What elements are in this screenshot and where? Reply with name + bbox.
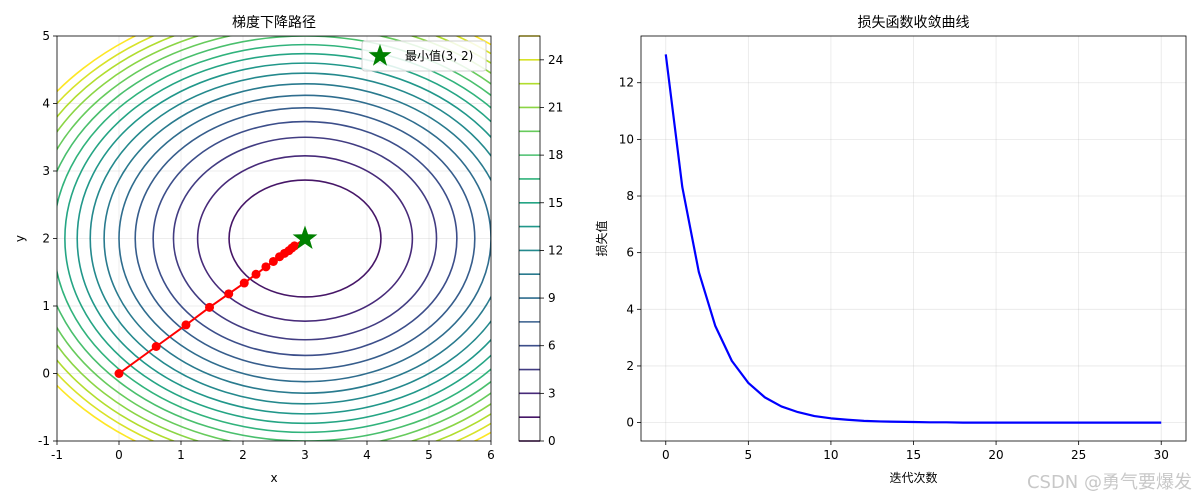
x-tick-label: 6 xyxy=(487,448,495,462)
descent-path-point xyxy=(239,278,249,288)
x-tick-label: 0 xyxy=(662,448,670,462)
descent-path-point xyxy=(151,342,161,351)
y-axis-label: y xyxy=(13,235,27,242)
x-axis-label: x xyxy=(270,471,277,485)
chart-title: 损失函数收敛曲线 xyxy=(858,15,970,31)
descent-path-point xyxy=(181,320,191,330)
x-tick-label: 5 xyxy=(425,448,433,462)
y-tick-label: 2 xyxy=(626,359,634,373)
colorbar-frame xyxy=(518,35,541,442)
contour-level xyxy=(89,72,491,405)
x-tick-label: 4 xyxy=(363,448,371,462)
x-axis-label: 迭代次数 xyxy=(889,470,937,485)
colorbar: 0 3 6 9 12 15 18 21 24 xyxy=(518,35,563,448)
contour-chart: -1 0 1 2 3 4 5 6 -1 0 1 2 3 4 5 梯度下降路径 x y 最小值(3, 2) xyxy=(13,15,495,485)
contour-level xyxy=(118,94,491,383)
descent-path-point xyxy=(224,289,234,299)
y-tick-label: 1 xyxy=(42,299,50,313)
x-tick-label: 30 xyxy=(1154,448,1169,462)
minimum-marker xyxy=(292,225,318,250)
legend-label: 最小值(3, 2) xyxy=(405,48,473,63)
y-tick-label: 0 xyxy=(626,416,634,430)
y-tick-label: 8 xyxy=(626,189,634,203)
colorbar-tick-label: 24 xyxy=(548,53,563,67)
y-tick-label: -1 xyxy=(38,434,50,448)
colorbar-tick-label: 15 xyxy=(548,196,563,210)
x-tick-label: -1 xyxy=(51,448,63,462)
colorbar-tick-label: 12 xyxy=(548,243,563,257)
x-tick-label: 20 xyxy=(988,448,1003,462)
colorbar-tick-label: 9 xyxy=(548,291,556,305)
x-tick-label: 0 xyxy=(115,448,123,462)
x-tick-label: 25 xyxy=(1071,448,1086,462)
y-tick-label: 2 xyxy=(42,232,50,246)
contour-level xyxy=(64,52,491,425)
y-axis-label: 损失值 xyxy=(594,220,609,256)
contour-level xyxy=(134,106,476,371)
contour-level xyxy=(57,43,491,434)
y-tick-label: 4 xyxy=(42,97,50,111)
x-tick-label: 2 xyxy=(239,448,247,462)
y-tick-label: 0 xyxy=(42,367,50,381)
contour-level xyxy=(228,179,382,298)
contour-lines xyxy=(57,36,491,441)
descent-path-point xyxy=(251,269,261,279)
x-tick-label: 1 xyxy=(177,448,185,462)
legend-box xyxy=(361,40,487,72)
legend-star-icon xyxy=(368,44,392,66)
y-tick-label: 6 xyxy=(626,246,634,260)
contour-level xyxy=(152,120,458,357)
chart-title: 梯度下降路径 xyxy=(232,15,316,31)
loss-line xyxy=(664,54,1162,424)
descent-path-point xyxy=(114,369,124,378)
y-tick-label: 4 xyxy=(626,302,634,316)
x-tick-label: 5 xyxy=(745,448,753,462)
y-tick-label: 3 xyxy=(42,164,50,178)
colorbar-tick-label: 18 xyxy=(548,148,563,162)
descent-path-point xyxy=(289,241,299,251)
legend: 最小值(3, 2) xyxy=(361,40,487,72)
y-tick-label: 10 xyxy=(619,132,634,146)
colorbar-tick-label: 3 xyxy=(548,386,556,400)
colorbar-tick-label: 0 xyxy=(548,434,556,448)
contour-level xyxy=(196,155,414,322)
colorbar-tick-label: 21 xyxy=(548,100,563,114)
descent-path-point xyxy=(205,302,215,312)
watermark: CSDN @勇气要爆发 xyxy=(1026,472,1192,493)
colorbar-tick-label: 6 xyxy=(548,339,556,353)
contour-level xyxy=(76,62,491,415)
descent-path-point xyxy=(261,262,271,272)
x-tick-label: 10 xyxy=(823,448,838,462)
x-tick-label: 15 xyxy=(906,448,921,462)
x-tick-label: 3 xyxy=(301,448,309,462)
contour-level xyxy=(172,136,438,341)
y-tick-label: 12 xyxy=(619,76,634,90)
y-tick-label: 5 xyxy=(42,29,50,43)
descent-path-point xyxy=(268,256,278,266)
contour-level xyxy=(103,83,491,394)
